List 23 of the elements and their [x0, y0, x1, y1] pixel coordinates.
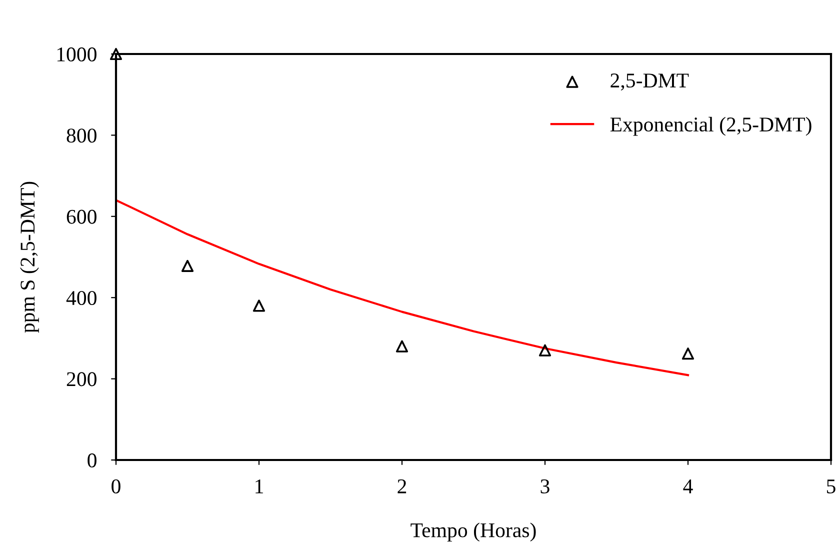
x-tick-label: 0: [112, 479, 120, 494]
x-tick-label: 5: [827, 480, 836, 494]
y-tick-label: 600: [66, 210, 96, 224]
point: [396, 340, 408, 352]
point: [181, 260, 194, 272]
y-tick-label: 200: [66, 372, 96, 386]
x-tick-label: 2: [398, 479, 406, 494]
point: [252, 300, 266, 312]
line-series: [116, 199, 690, 376]
y-tick-label: 400: [66, 290, 96, 306]
legend-label: Exponencial (2,5-DMT): [610, 116, 812, 136]
point: [110, 48, 122, 60]
y-tick-label: 1000: [57, 47, 96, 62]
point: [538, 344, 552, 356]
x-tick-label: 4: [683, 479, 693, 494]
x-tick-label: 3: [540, 479, 550, 494]
y-axis-title: ppm S (2,5-DMT): [20, 182, 39, 333]
y-tick-label: 0: [88, 453, 96, 468]
legend-label: 2,5-DMT: [610, 74, 689, 91]
point: [682, 348, 694, 360]
x-tick-label: 1: [256, 479, 263, 494]
x-axis-title: Tempo (Horas): [410, 522, 536, 542]
y-tick-label: 800: [66, 128, 96, 143]
